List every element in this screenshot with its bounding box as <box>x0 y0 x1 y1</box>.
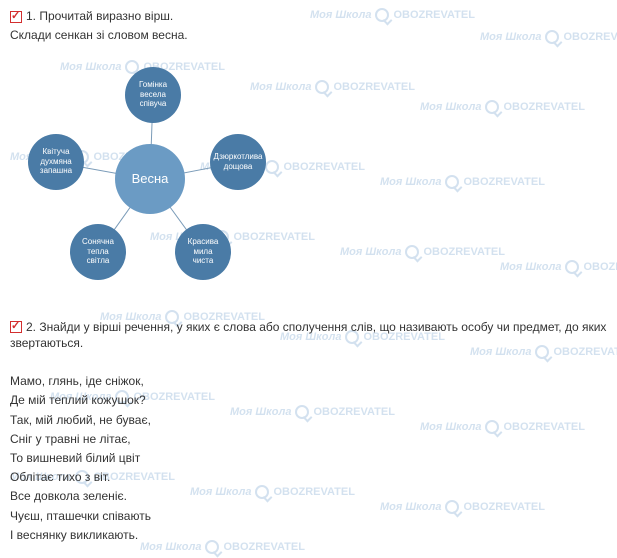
mind-map-diagram: Весна Гомінкавеселаспівуча Квітучадухмяназ… <box>10 59 290 299</box>
poem-line: Облітає тихо з віт. <box>10 468 607 487</box>
diagram-center-node: Весна <box>115 144 185 214</box>
task2-block: 2. Знайди у вірші речення, у яких є слов… <box>10 319 607 353</box>
diagram-node: Квітучадухмяназапашна <box>28 134 84 190</box>
poem-line: І веснянку викликають. <box>10 526 607 545</box>
check-icon <box>10 11 22 23</box>
poem-line: Сніг у травні не літає, <box>10 430 607 449</box>
poem-line: Де мій теплий кожушок? <box>10 391 607 410</box>
task2-text: Знайди у вірші речення, у яких є слова а… <box>10 320 606 351</box>
poem-line: Так, мій любий, не буває, <box>10 411 607 430</box>
task1-line1: 1. Прочитай виразно вірш. <box>10 8 607 25</box>
diagram-node: Дзюркотливадощова <box>210 134 266 190</box>
task1-text1: Прочитай виразно вірш. <box>39 9 173 23</box>
task1-number: 1. <box>26 9 36 23</box>
task2-number: 2. <box>26 320 36 334</box>
poem-line: Все довкола зеленіє. <box>10 487 607 506</box>
poem-block: Мамо, глянь, іде сніжок,Де мій теплий ко… <box>10 372 607 545</box>
task1-line2: Склади сенкан зі словом весна. <box>10 27 607 44</box>
diagram-node: Красивамилачиста <box>175 224 231 280</box>
check-icon <box>10 321 22 333</box>
diagram-node: Гомінкавеселаспівуча <box>125 67 181 123</box>
diagram-node: Сонячнатепласвітла <box>70 224 126 280</box>
poem-line: Чуєш, пташечки співають <box>10 507 607 526</box>
poem-line: То вишневий білий цвіт <box>10 449 607 468</box>
poem-line: Мамо, глянь, іде сніжок, <box>10 372 607 391</box>
